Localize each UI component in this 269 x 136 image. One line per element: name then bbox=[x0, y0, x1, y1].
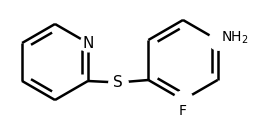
Text: N: N bbox=[82, 35, 94, 50]
Text: F: F bbox=[179, 104, 187, 118]
Text: S: S bbox=[113, 75, 123, 90]
Text: NH$_2$: NH$_2$ bbox=[221, 30, 248, 46]
